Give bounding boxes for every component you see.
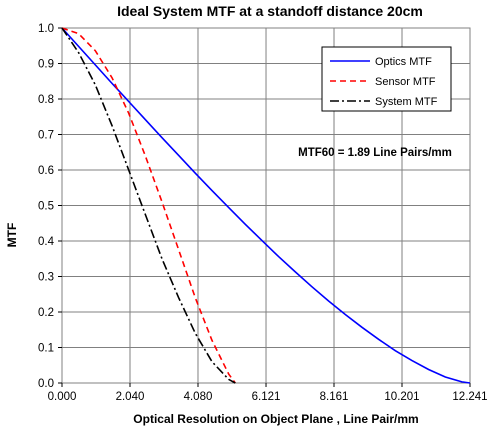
series-line-system-mtf — [61, 27, 236, 384]
y-axis-label: MTF — [5, 223, 19, 248]
series-line-optics-mtf — [61, 27, 471, 384]
y-tick-label: 0.7 — [38, 130, 54, 142]
chart-title: Ideal System MTF at a standoff distance … — [117, 3, 423, 19]
legend-label: System MTF — [375, 96, 438, 108]
x-tick-label: 2.040 — [116, 391, 145, 403]
legend-label: Optics MTF — [375, 56, 432, 68]
y-tick-label: 0.8 — [38, 94, 54, 106]
series-line-sensor-mtf — [61, 27, 236, 384]
y-tick-label: 0.0 — [38, 378, 54, 390]
y-tick-label: 0.9 — [38, 59, 54, 71]
x-tick-label: 0.000 — [48, 391, 77, 403]
x-tick-label: 10.201 — [384, 391, 419, 403]
series-layer — [61, 27, 471, 384]
legend: Optics MTF Sensor MTF System MTF — [321, 46, 452, 112]
y-tick-label: 0.3 — [38, 272, 54, 284]
y-tick-label: 0.2 — [38, 307, 54, 319]
mtf60-annotation: MTF60 = 1.89 Line Pairs/mm — [298, 147, 452, 159]
legend-label: Sensor MTF — [375, 76, 436, 88]
x-tick-label: 6.121 — [252, 391, 281, 403]
y-tick-label: 0.5 — [38, 201, 54, 213]
y-tick-label: 1.0 — [38, 23, 54, 35]
x-axis-ticks: 0.000 2.040 4.080 6.121 8.161 10.201 12.241 — [48, 383, 488, 403]
x-tick-label: 8.161 — [320, 391, 349, 403]
x-tick-label: 12.241 — [452, 391, 487, 403]
y-tick-label: 0.1 — [38, 343, 54, 355]
y-axis-ticks: 0.0 0.1 0.2 0.3 0.4 0.5 0.6 0.7 0.8 0.9 1.0 — [38, 23, 62, 390]
grid — [62, 28, 470, 383]
x-tick-label: 4.080 — [184, 391, 213, 403]
x-axis-label: Optical Resolution on Object Plane , Lin… — [133, 412, 418, 426]
y-tick-label: 0.6 — [38, 165, 54, 177]
y-tick-label: 0.4 — [38, 236, 55, 248]
